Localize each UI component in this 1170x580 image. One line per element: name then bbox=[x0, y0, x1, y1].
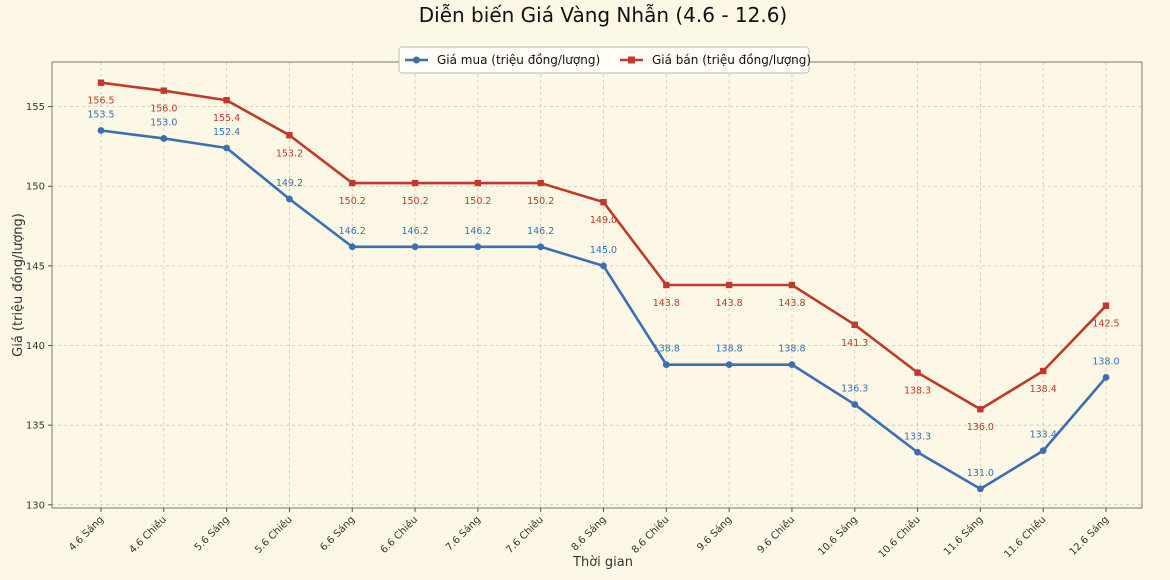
data-point-buy bbox=[1102, 373, 1110, 381]
data-label-sell: 142.5 bbox=[1092, 319, 1119, 330]
data-label-sell: 143.8 bbox=[653, 298, 680, 309]
data-point-sell bbox=[474, 179, 482, 187]
data-point-sell bbox=[160, 87, 168, 94]
legend: Giá mua (triệu đồng/lượng) Giá bán (triệ… bbox=[398, 46, 811, 74]
data-point-buy bbox=[1039, 447, 1047, 455]
data-point-buy bbox=[223, 144, 231, 152]
data-label-sell: 143.8 bbox=[716, 298, 743, 309]
data-point-buy bbox=[976, 485, 984, 493]
y-axis: 130 135 140 145 150 155 bbox=[26, 102, 52, 511]
data-label-buy: 149.2 bbox=[276, 178, 303, 189]
data-point-buy bbox=[914, 448, 921, 456]
data-label-sell: 138.3 bbox=[904, 386, 931, 397]
y-tick-label: 135 bbox=[26, 421, 45, 432]
data-label-sell: 143.8 bbox=[778, 298, 805, 309]
data-point-sell bbox=[663, 281, 670, 289]
data-label-buy: 146.2 bbox=[527, 226, 554, 237]
data-point-sell bbox=[851, 321, 858, 329]
data-point-buy bbox=[600, 262, 607, 270]
data-point-sell bbox=[286, 132, 293, 139]
data-label-buy: 133.4 bbox=[1030, 430, 1057, 441]
legend-label-buy: Giá mua (triệu đồng/lượng) bbox=[437, 53, 600, 67]
data-point-sell bbox=[349, 179, 356, 187]
data-label-sell: 150.2 bbox=[339, 196, 366, 207]
legend-marker-sell bbox=[628, 56, 635, 64]
data-label-buy: 146.2 bbox=[339, 226, 366, 237]
data-label-buy: 152.4 bbox=[213, 127, 240, 138]
data-label-buy: 145.0 bbox=[590, 245, 617, 256]
data-point-sell bbox=[537, 179, 544, 187]
data-point-buy bbox=[474, 243, 482, 251]
data-point-sell bbox=[411, 179, 419, 187]
data-label-buy: 138.8 bbox=[653, 344, 680, 355]
legend-marker-buy bbox=[413, 56, 420, 64]
data-point-buy bbox=[851, 401, 859, 408]
data-label-buy: 153.0 bbox=[150, 117, 177, 128]
data-point-buy bbox=[286, 195, 293, 203]
data-point-sell bbox=[97, 79, 105, 86]
y-tick-label: 140 bbox=[26, 341, 45, 352]
data-point-sell bbox=[600, 198, 607, 206]
data-label-sell: 149.0 bbox=[590, 215, 617, 226]
data-point-sell bbox=[788, 281, 796, 289]
data-label-buy: 133.3 bbox=[904, 431, 931, 442]
data-point-buy bbox=[662, 361, 670, 369]
data-label-buy: 146.2 bbox=[401, 226, 428, 237]
data-label-buy: 131.0 bbox=[967, 468, 994, 479]
data-point-sell bbox=[914, 369, 921, 376]
data-label-sell: 150.2 bbox=[527, 196, 554, 207]
data-label-sell: 150.2 bbox=[401, 196, 428, 207]
data-point-buy bbox=[411, 243, 419, 251]
data-point-sell bbox=[1039, 367, 1047, 375]
data-label-sell: 136.0 bbox=[967, 422, 994, 433]
data-label-sell: 153.2 bbox=[276, 148, 303, 159]
data-label-buy: 146.2 bbox=[464, 226, 491, 237]
data-point-buy bbox=[348, 243, 356, 251]
data-label-sell: 141.3 bbox=[841, 338, 868, 349]
y-axis-label: Giá (triệu đồng/lượng) bbox=[11, 213, 26, 357]
legend-label-sell: Giá bán (triệu đồng/lượng) bbox=[652, 53, 811, 67]
data-label-sell: 138.4 bbox=[1030, 384, 1057, 395]
data-point-buy bbox=[97, 127, 105, 134]
y-tick-label: 145 bbox=[26, 261, 45, 272]
y-tick-label: 130 bbox=[26, 500, 45, 511]
data-label-sell: 156.5 bbox=[87, 96, 114, 107]
y-tick-label: 155 bbox=[26, 102, 45, 113]
legend-box bbox=[398, 46, 810, 74]
data-label-sell: 156.0 bbox=[150, 104, 177, 115]
data-point-buy bbox=[537, 243, 545, 251]
data-point-buy bbox=[788, 361, 796, 369]
data-point-sell bbox=[725, 281, 733, 289]
data-label-sell: 150.2 bbox=[464, 196, 491, 207]
data-point-buy bbox=[160, 135, 168, 142]
data-label-sell: 155.4 bbox=[213, 113, 240, 124]
series-layer bbox=[97, 79, 1110, 493]
data-label-buy: 153.5 bbox=[87, 109, 114, 120]
chart-title: Diễn biến Giá Vàng Nhẫn (4.6 - 12.6) bbox=[419, 3, 787, 27]
data-label-buy: 136.3 bbox=[841, 383, 868, 394]
data-label-buy: 138.0 bbox=[1092, 356, 1119, 367]
data-point-sell bbox=[1102, 302, 1110, 309]
y-tick-label: 150 bbox=[26, 182, 45, 193]
data-labels-layer: 153.5 153.0 152.4 149.2 146.2 146.2 146.2 146.2… bbox=[87, 96, 1119, 479]
x-axis-label: Thời gian bbox=[572, 555, 633, 570]
data-label-buy: 138.8 bbox=[778, 344, 805, 355]
data-label-buy: 138.8 bbox=[716, 344, 743, 355]
data-point-sell bbox=[223, 97, 230, 104]
data-point-buy bbox=[725, 361, 733, 369]
data-point-sell bbox=[977, 406, 984, 413]
